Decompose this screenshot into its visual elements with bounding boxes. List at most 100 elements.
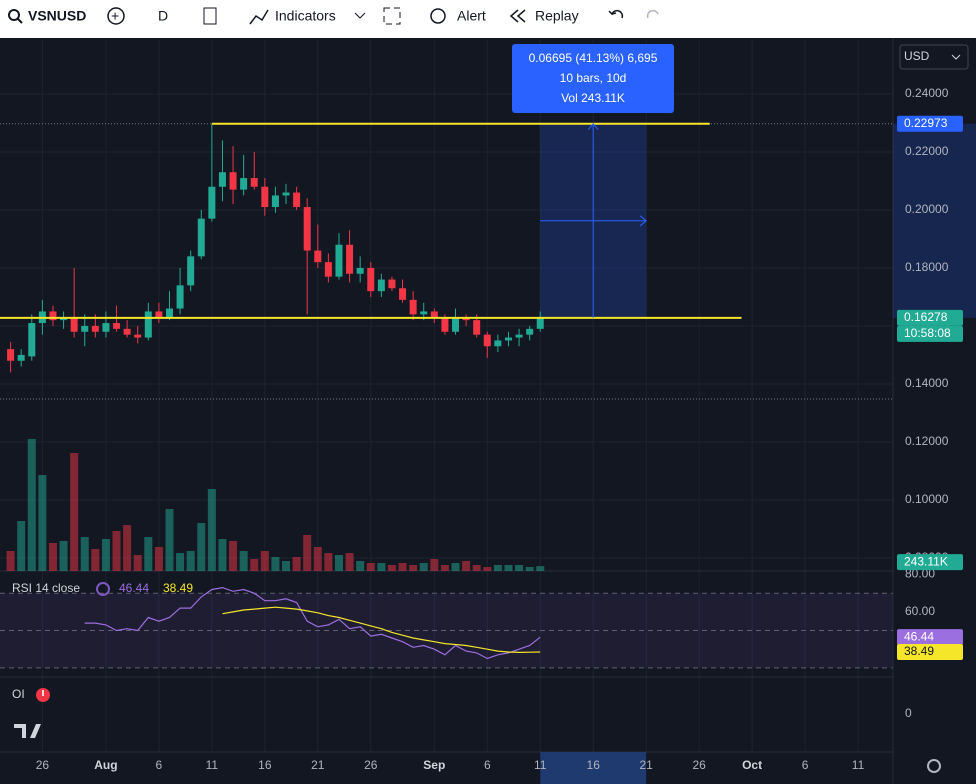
candle-body [388, 279, 396, 289]
x-tick-label: 26 [36, 758, 50, 772]
candle-body [197, 218, 205, 257]
indicators[interactable]: Indicators [275, 8, 336, 24]
candle-body [409, 299, 417, 315]
rsi-title: RSI 14 close [12, 581, 80, 595]
volume-bar [48, 543, 57, 571]
x-tick-label: 26 [692, 758, 706, 772]
volume-bar [282, 561, 291, 571]
symbol[interactable]: VSNUSD [28, 8, 86, 24]
x-tick-label: 6 [802, 758, 809, 772]
candle-body [49, 311, 57, 321]
plus: + [111, 8, 119, 24]
candle-body [515, 334, 523, 338]
x-tick-label: 16 [258, 758, 272, 772]
candle-body [271, 195, 279, 208]
alert[interactable]: Alert [457, 8, 486, 24]
volume-bar [292, 557, 301, 571]
volume-bar [59, 541, 68, 571]
candle-body [483, 334, 491, 347]
dropdown[interactable] [354, 12, 366, 19]
volume-bar [515, 565, 524, 571]
candle-body [399, 288, 407, 300]
currency-button[interactable] [899, 44, 969, 70]
x-tick-label: 16 [587, 758, 601, 772]
volume-bar [313, 547, 322, 571]
search-icon [17, 18, 23, 24]
candle-body [335, 244, 343, 277]
rsi-legend-value: 46.44 [119, 581, 149, 595]
layouts[interactable] [383, 7, 401, 25]
candle-body [441, 317, 449, 332]
redo[interactable] [646, 9, 659, 19]
search-icon[interactable] [8, 9, 20, 21]
volume-bar [176, 553, 185, 571]
candle-body [176, 285, 184, 309]
candle-body [28, 323, 36, 357]
x-tick-label: 6 [156, 758, 163, 772]
last-price: 0.16278 [904, 310, 948, 324]
candle-body [187, 256, 195, 286]
currency: USD [904, 49, 930, 63]
volume-bar [27, 439, 36, 571]
candle-body [144, 311, 152, 338]
measure-label: 10 bars, 10d [560, 71, 627, 85]
line-price-label: 0.22973 [904, 116, 948, 130]
undo[interactable] [608, 9, 624, 19]
y-tick-label: 0.20000 [905, 202, 949, 216]
volume-bar [218, 539, 227, 571]
candle-body [229, 172, 237, 190]
measure-label: 0.06695 (41.13%) 6,695 [529, 51, 658, 65]
candle-body [7, 349, 15, 361]
volume-bar [430, 559, 439, 571]
indicators-icon [249, 9, 269, 25]
volume-bar [144, 537, 153, 571]
volume-bar [70, 453, 79, 571]
x-tick-label: 11 [852, 758, 865, 772]
volume-label: 243.11K [904, 554, 948, 568]
y-tick-label: 0.18000 [905, 260, 949, 274]
volume-bar [303, 535, 312, 571]
alert-icon [430, 8, 446, 24]
y-tick-label: 0.12000 [905, 434, 949, 448]
interval[interactable]: D [158, 8, 168, 24]
rsi-line [84, 586, 541, 660]
settings[interactable] [927, 759, 941, 773]
volume-bar [112, 531, 121, 571]
candle-body [293, 192, 301, 208]
candle-body [240, 178, 248, 190]
chart-type[interactable] [203, 7, 217, 25]
candle-body [102, 323, 110, 332]
measure-time-highlight [540, 752, 647, 784]
rsi-line [222, 606, 541, 654]
candle-body [452, 317, 460, 332]
last-price-box [897, 309, 963, 326]
volume-bar [197, 523, 206, 571]
candle-body [250, 178, 258, 187]
candle-body [303, 207, 311, 251]
volume-bar [17, 521, 26, 571]
add-symbol[interactable] [107, 7, 125, 25]
volume-bar [80, 537, 89, 571]
volume-bar [345, 553, 354, 571]
volume-bar [419, 563, 428, 571]
candle-body [155, 311, 163, 318]
candle-body [526, 328, 534, 335]
candle-body [430, 311, 438, 318]
volume-bar [451, 563, 460, 571]
replay[interactable]: Replay [535, 8, 579, 24]
candle-body [261, 186, 269, 208]
candle-body [123, 328, 131, 335]
plot: 0.06695 (41.13%) 6,695 10 bars, 10d Vol 24… [0, 38, 976, 784]
candle-body [356, 267, 364, 274]
volume-bar [472, 565, 481, 571]
x-tick-label: 6 [484, 758, 491, 772]
candle-body [134, 334, 142, 338]
rsi-tick-label: 60.00 [905, 604, 935, 618]
volume-bar [91, 549, 100, 571]
volume-bar [356, 561, 365, 571]
x-tick-label: 11 [206, 758, 219, 772]
volume-bar [6, 551, 15, 571]
volume-bar [366, 563, 375, 571]
